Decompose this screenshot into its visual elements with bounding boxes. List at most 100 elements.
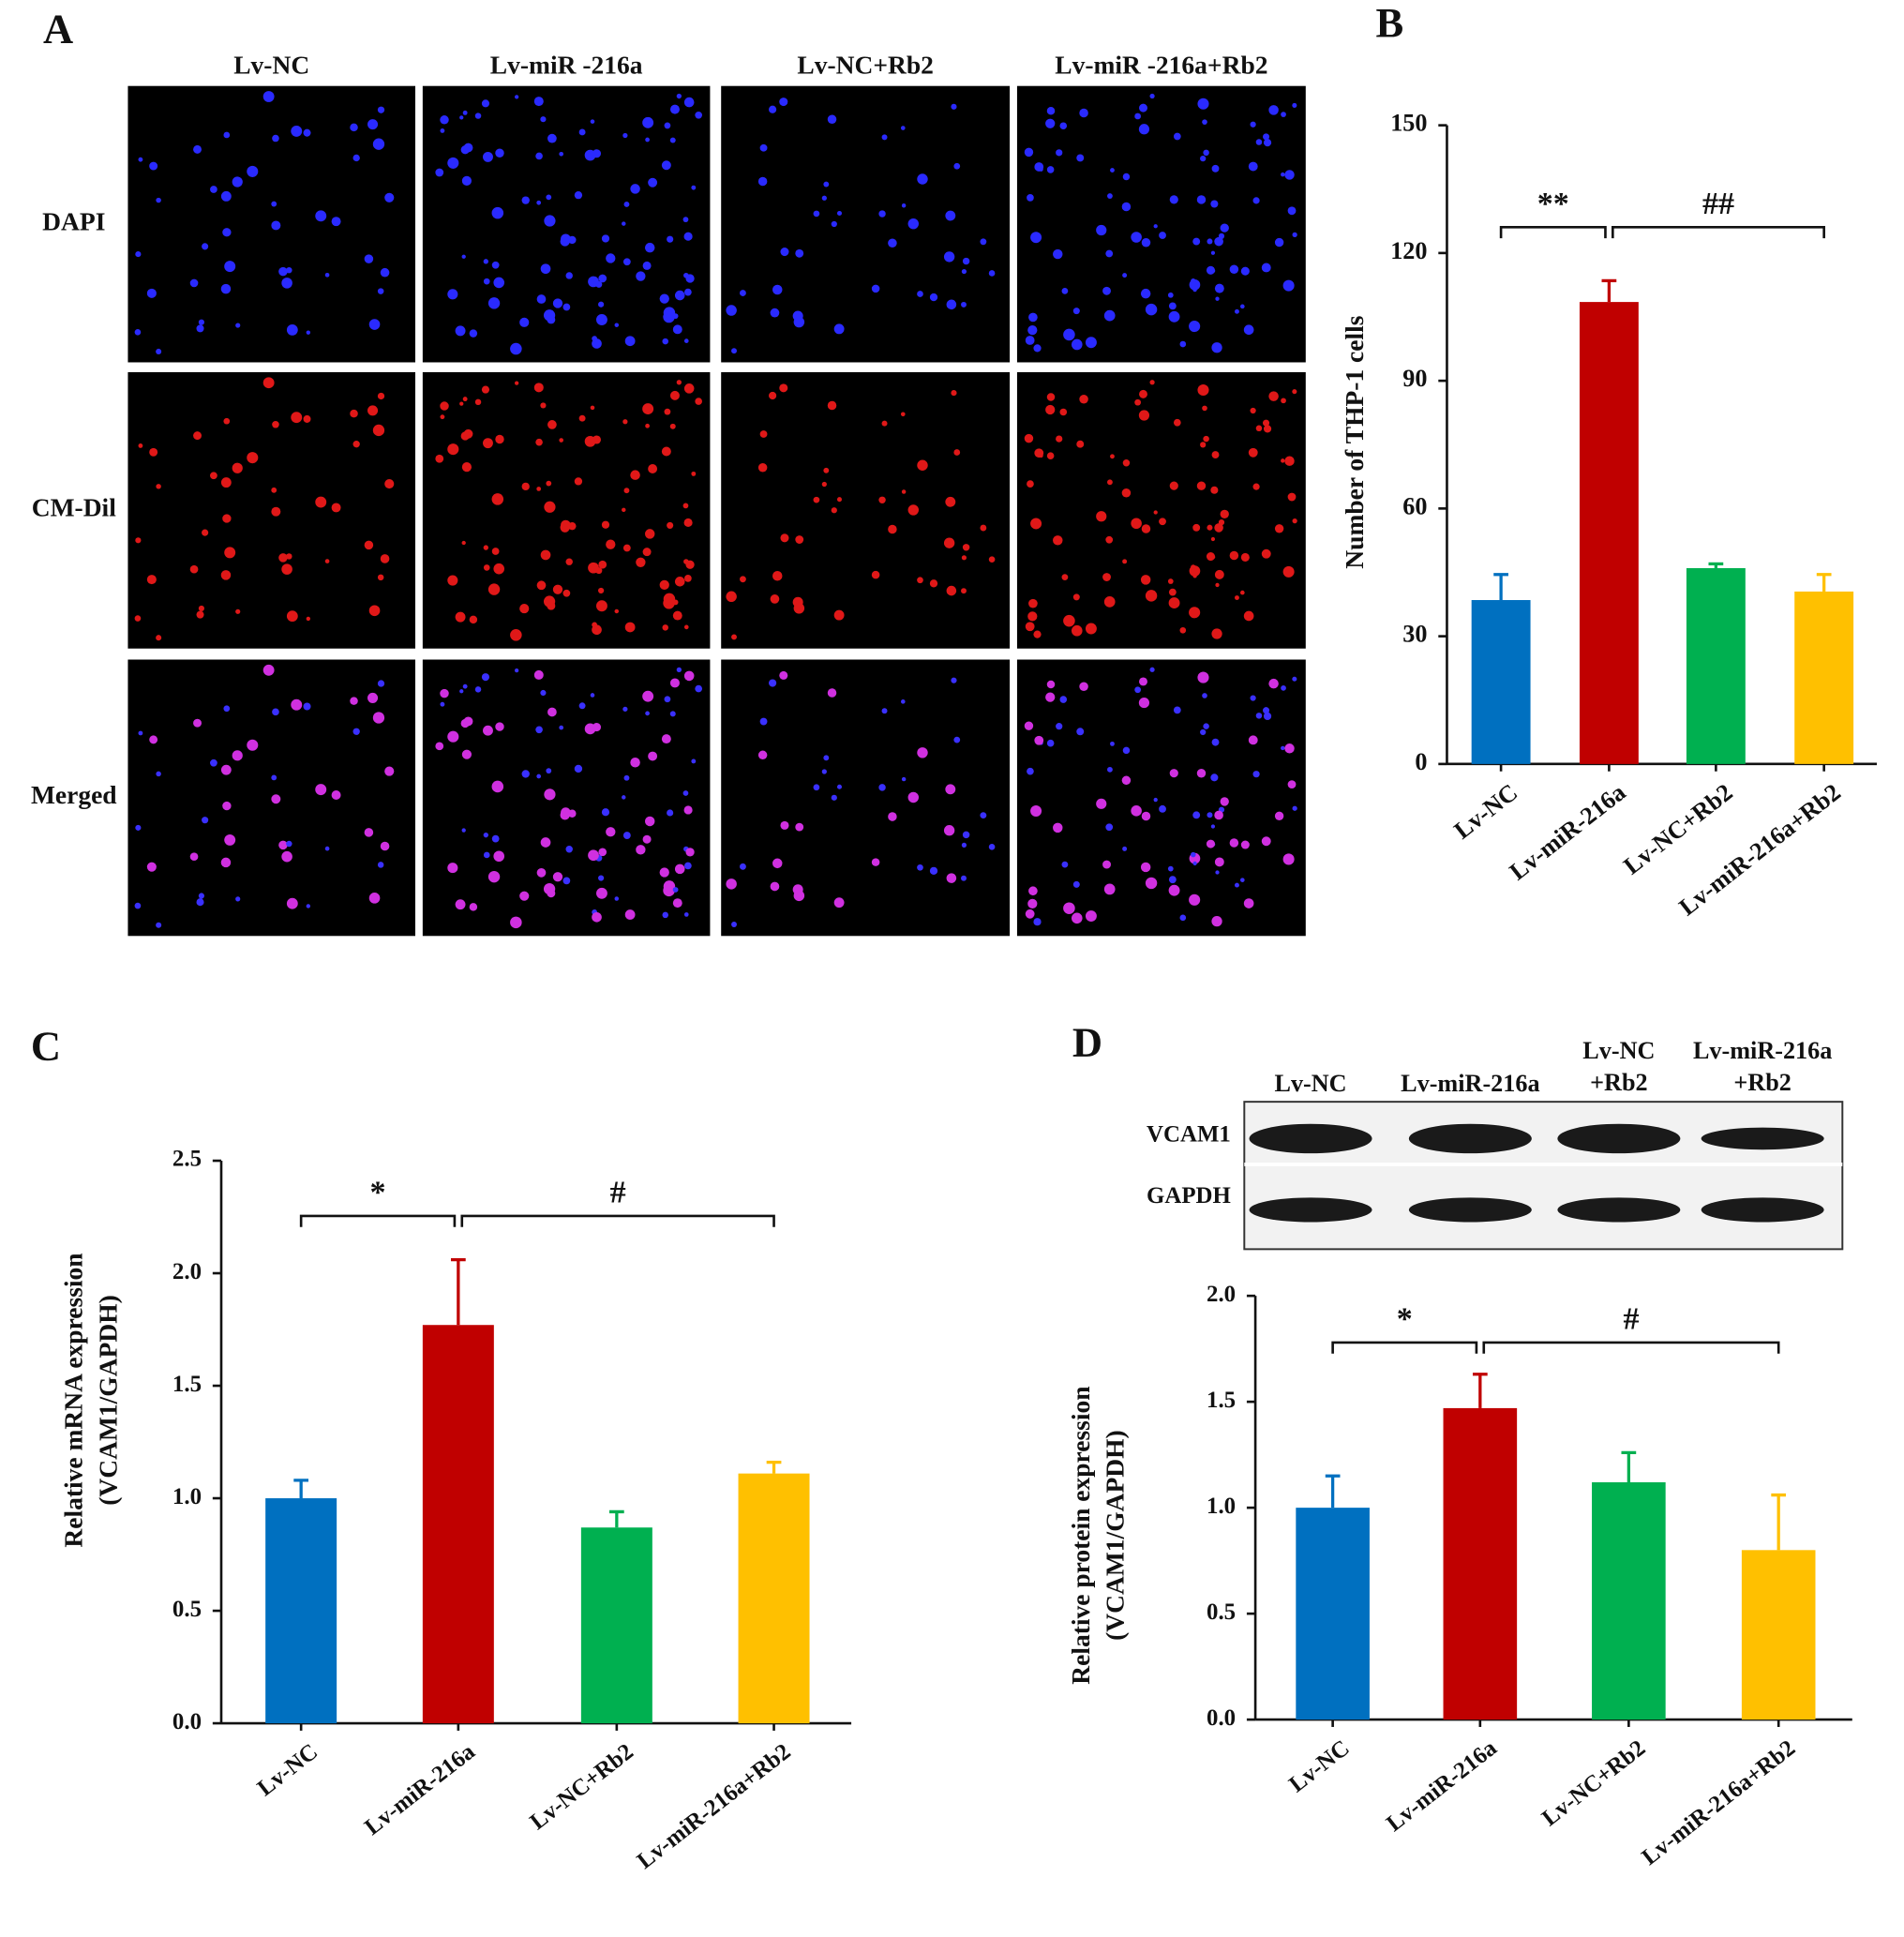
cell [286, 266, 292, 274]
cell [189, 564, 199, 574]
cell [1192, 574, 1197, 578]
cell [769, 679, 777, 687]
image-background [422, 85, 711, 363]
cell [559, 151, 564, 157]
cell [291, 698, 303, 711]
cell [888, 812, 897, 821]
cell [331, 217, 341, 227]
cell [483, 278, 490, 285]
cell [757, 176, 768, 187]
cell [780, 820, 789, 830]
cell [483, 851, 490, 859]
significance-mark: ** [1537, 187, 1569, 221]
cell [661, 160, 671, 171]
cell [769, 105, 777, 113]
cell [1102, 573, 1111, 581]
cell [1085, 623, 1097, 635]
cell [1197, 671, 1209, 683]
cell [943, 825, 955, 836]
cell [491, 261, 500, 269]
cell [1059, 408, 1068, 416]
cell [672, 313, 679, 320]
image-background [422, 371, 711, 649]
cell [878, 784, 886, 791]
cell [1134, 113, 1141, 120]
cell [1196, 195, 1207, 204]
cell [568, 809, 577, 818]
cell [731, 348, 737, 354]
cell [596, 314, 607, 325]
cell [247, 452, 259, 464]
cell [462, 397, 468, 402]
cell [1196, 481, 1207, 490]
cell [1229, 550, 1239, 561]
significance-bracket [299, 1214, 457, 1227]
cell [623, 774, 630, 781]
bar [738, 1473, 810, 1724]
cell [780, 248, 789, 257]
cell [664, 408, 671, 415]
cell [578, 414, 586, 422]
cell [624, 336, 636, 347]
cell [1053, 535, 1063, 546]
cell [1250, 407, 1256, 414]
cell [590, 693, 595, 698]
cell [286, 840, 292, 848]
cell [1030, 805, 1042, 817]
y-axis-label: Relative mRNA expression [59, 1253, 88, 1547]
x-tick-label: Lv-NC [1284, 1735, 1354, 1797]
band [1408, 1123, 1532, 1154]
cell [731, 634, 737, 640]
cell [210, 472, 217, 480]
cell [1159, 804, 1166, 813]
cell [1122, 846, 1128, 851]
micrograph [721, 371, 1011, 649]
cell [1287, 206, 1297, 216]
cell [202, 243, 209, 250]
cell [917, 863, 923, 871]
cell [1281, 398, 1286, 404]
cell [461, 175, 472, 186]
cell [459, 401, 464, 406]
cell [331, 790, 341, 800]
cell [220, 764, 232, 775]
cell [368, 319, 381, 330]
cell [481, 673, 490, 682]
cell [1141, 811, 1151, 821]
cell [510, 916, 522, 929]
cell [135, 251, 142, 258]
cell [544, 501, 556, 513]
cell [827, 114, 837, 124]
y-tick-label: 0.0 [172, 1709, 202, 1734]
cell [691, 758, 697, 764]
cell [917, 459, 928, 471]
cell [683, 912, 689, 917]
cell [547, 133, 557, 143]
cell [667, 235, 674, 243]
image-background [721, 371, 1011, 649]
cell [562, 877, 571, 885]
x-tick-label: Lv-miR-216a [360, 1738, 480, 1839]
cell [134, 615, 142, 622]
cell [547, 420, 557, 429]
cell [350, 123, 358, 132]
cell [813, 784, 820, 791]
cell [683, 338, 689, 343]
cell [462, 110, 468, 115]
cell [1149, 667, 1155, 672]
cell [235, 608, 241, 614]
cell [278, 553, 288, 563]
cell [663, 307, 676, 319]
cell [951, 390, 957, 397]
cell [303, 414, 311, 423]
cell [286, 610, 298, 623]
cell [487, 870, 501, 883]
cell [1139, 389, 1147, 398]
cell [1149, 93, 1155, 99]
cell [674, 577, 685, 587]
cell [878, 210, 886, 218]
cell [1197, 383, 1209, 397]
cell [521, 482, 530, 491]
cell [945, 784, 956, 795]
cell [235, 323, 241, 328]
